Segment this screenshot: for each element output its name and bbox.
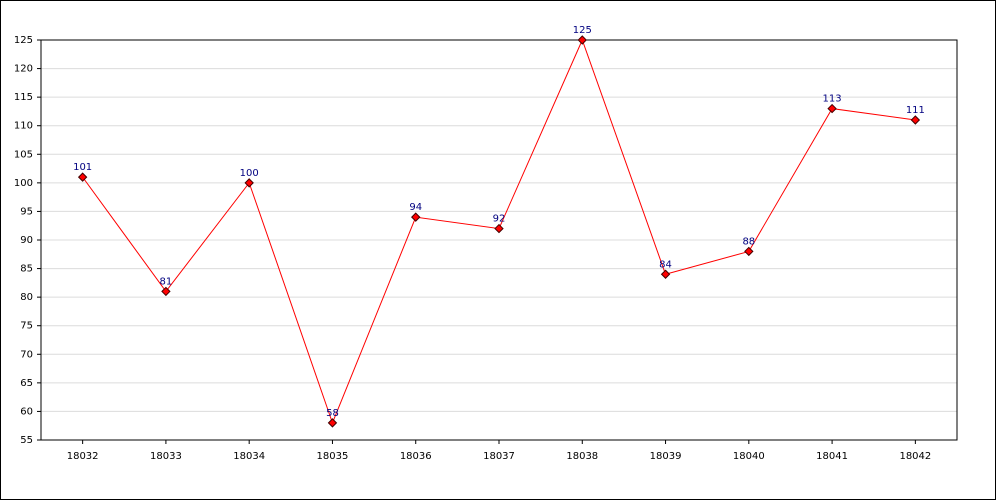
x-tick-label: 18036 xyxy=(400,451,432,462)
x-tick-label: 18033 xyxy=(150,451,182,462)
marker xyxy=(827,103,837,114)
x-tick-label: 18039 xyxy=(650,451,682,462)
y-tick-label: 70 xyxy=(20,349,33,360)
value-label: 84 xyxy=(659,259,672,270)
value-label: 58 xyxy=(326,408,339,419)
y-tick-label: 60 xyxy=(20,406,33,417)
marker xyxy=(161,286,171,297)
marker xyxy=(910,115,921,125)
value-label: 101 xyxy=(73,162,92,173)
y-tick-label: 105 xyxy=(14,149,33,160)
marker xyxy=(660,269,671,279)
value-label: 100 xyxy=(240,168,259,179)
x-tick-label: 18042 xyxy=(899,451,931,462)
y-tick-label: 100 xyxy=(14,178,33,189)
marker xyxy=(327,418,338,428)
x-tick-label: 18035 xyxy=(317,451,349,462)
marker xyxy=(77,172,88,182)
y-tick-label: 115 xyxy=(14,92,33,103)
value-label: 92 xyxy=(493,214,506,225)
y-tick-label: 80 xyxy=(20,292,33,303)
x-tick-label: 18038 xyxy=(566,451,598,462)
y-tick-label: 75 xyxy=(20,321,33,332)
value-label: 125 xyxy=(573,25,592,36)
y-tick-label: 125 xyxy=(14,35,33,46)
y-tick-label: 95 xyxy=(20,206,33,217)
marker xyxy=(494,223,504,234)
marker xyxy=(577,35,587,45)
x-tick-label: 18037 xyxy=(483,451,515,462)
value-label: 81 xyxy=(160,276,173,287)
x-tick-label: 18040 xyxy=(733,451,765,462)
x-tick-label: 18041 xyxy=(816,451,848,462)
x-tick-label: 18034 xyxy=(233,451,265,462)
y-tick-label: 65 xyxy=(20,378,33,389)
y-tick-label: 55 xyxy=(20,435,33,446)
y-tick-label: 90 xyxy=(20,235,33,246)
marker xyxy=(411,212,421,222)
marker xyxy=(744,246,754,257)
y-tick-label: 110 xyxy=(14,121,33,132)
marker xyxy=(244,178,254,188)
value-label: 94 xyxy=(409,202,422,213)
y-tick-label: 85 xyxy=(20,264,33,275)
value-label: 88 xyxy=(742,236,755,247)
value-label: 113 xyxy=(823,94,842,105)
x-tick-label: 18032 xyxy=(67,451,99,462)
y-tick-label: 120 xyxy=(14,64,33,75)
value-label: 111 xyxy=(906,105,925,116)
